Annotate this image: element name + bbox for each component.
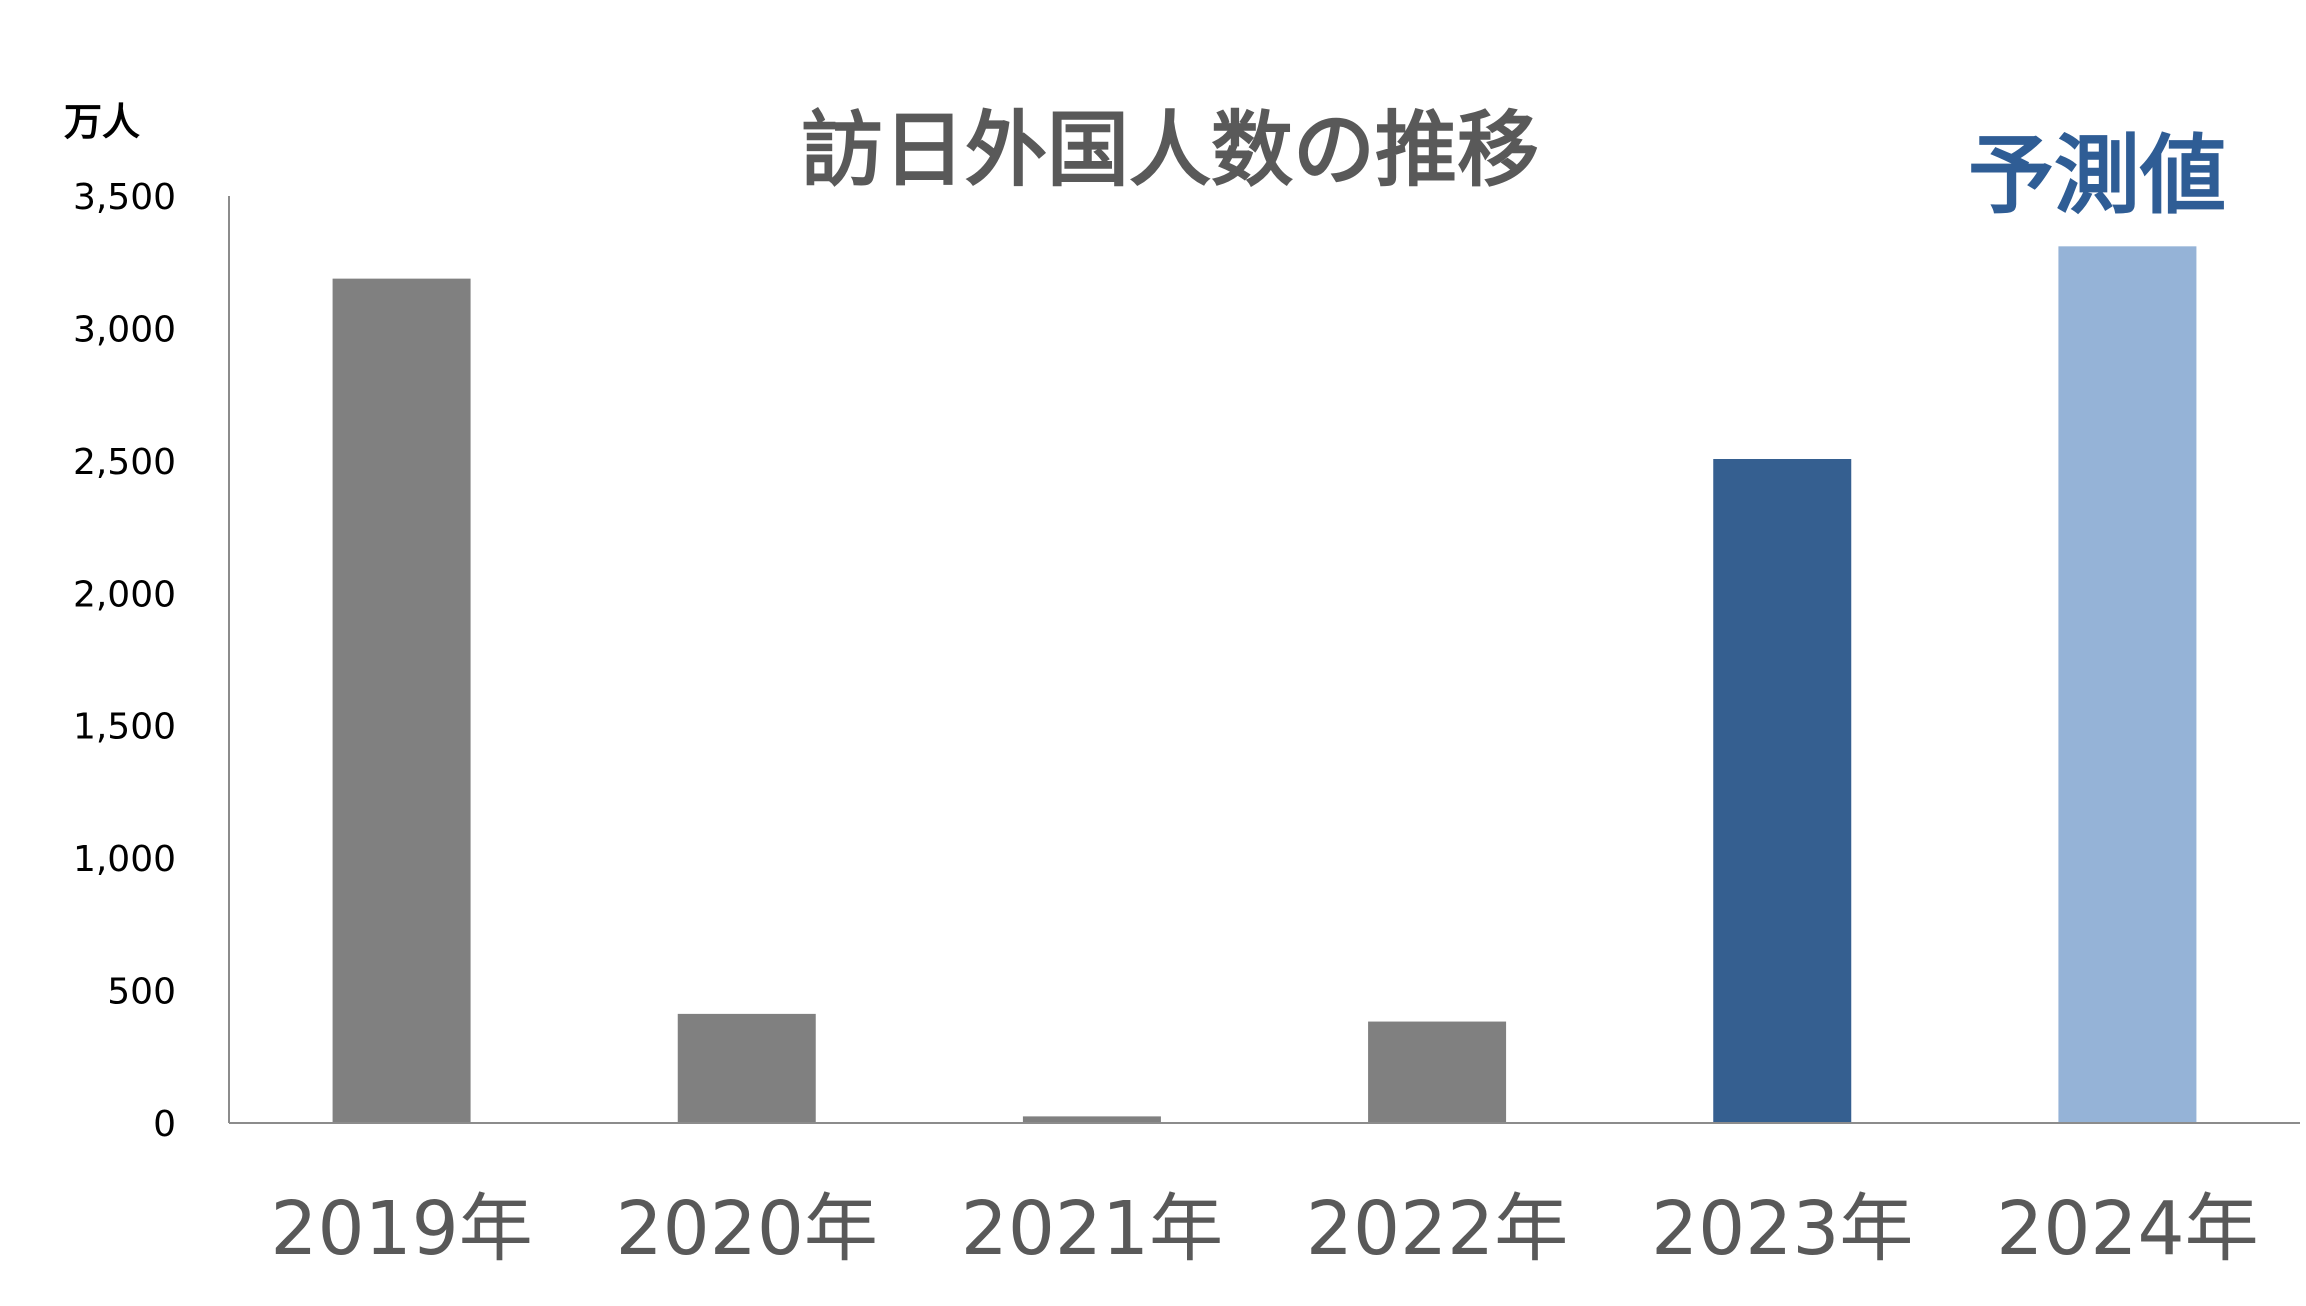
y-tick-label: 1,500 xyxy=(73,707,176,748)
x-tick-label: 2021年 xyxy=(961,1186,1223,1272)
bar-2020年 xyxy=(677,1013,816,1123)
bars xyxy=(332,246,2197,1123)
y-tick-label: 3,000 xyxy=(73,309,176,350)
y-tick-label: 2,500 xyxy=(73,442,176,483)
bar-2021年 xyxy=(1022,1116,1161,1123)
bar-2022年 xyxy=(1368,1021,1507,1123)
y-tick-label: 0 xyxy=(153,1104,176,1145)
x-tick-label: 2019年 xyxy=(270,1186,532,1272)
x-axis-ticks: 2019年 2020年 2021年 2022年 2023年 2024年 xyxy=(270,1186,2258,1272)
y-tick-label: 2,000 xyxy=(73,574,176,615)
x-tick-label: 2024年 xyxy=(1996,1186,2258,1272)
y-tick-label: 500 xyxy=(107,972,176,1013)
y-axis-unit-label: 万人 xyxy=(64,100,140,144)
bar-2023年 xyxy=(1713,459,1852,1123)
y-axis-ticks: 0 500 1,000 1,500 2,000 2,500 3,000 3,500 xyxy=(73,177,176,1145)
y-tick-label: 3,500 xyxy=(73,177,176,218)
forecast-label: 予測値 xyxy=(1968,126,2226,226)
x-tick-label: 2023年 xyxy=(1651,1186,1913,1272)
x-tick-label: 2020年 xyxy=(616,1186,878,1272)
chart-title: 訪日外国人数の推移 xyxy=(801,103,1539,198)
x-tick-label: 2022年 xyxy=(1306,1186,1568,1272)
y-tick-label: 1,000 xyxy=(73,839,176,880)
bar-2024年 xyxy=(2058,246,2197,1123)
bar-2019年 xyxy=(332,278,471,1123)
